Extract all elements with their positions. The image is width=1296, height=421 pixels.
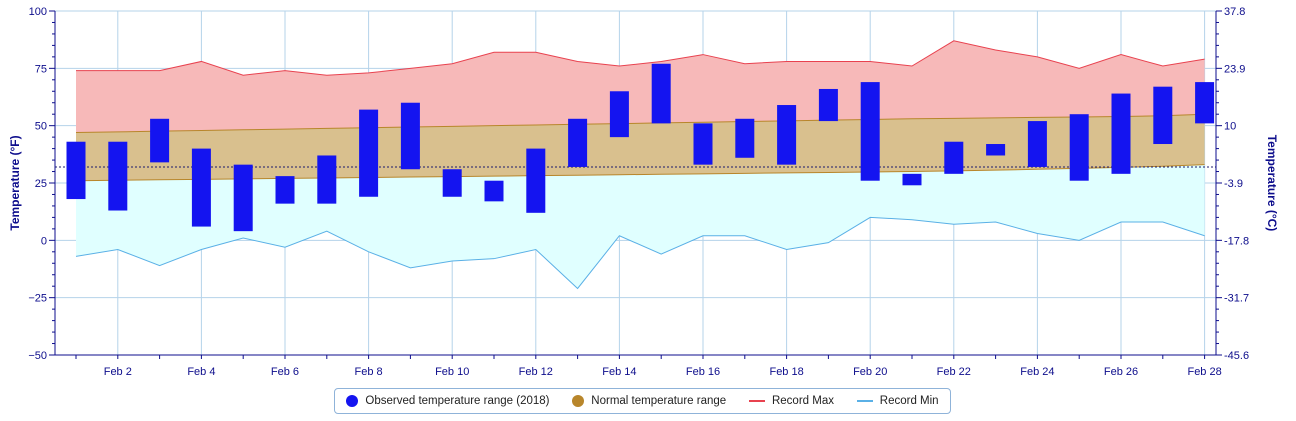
y-tick-label: 75: [35, 63, 47, 75]
observed-range-dot-icon: [346, 395, 359, 407]
legend-item-record-min[interactable]: Record Min: [856, 395, 939, 407]
record-max-line-icon: [748, 400, 765, 402]
x-tick-label: Feb 20: [853, 366, 887, 378]
observed-range-bar: [233, 164, 253, 232]
legend-label-observed: Observed temperature range (2018): [365, 395, 550, 407]
y2-tick-label: 10: [1224, 121, 1236, 133]
observed-range-bar: [651, 63, 671, 124]
legend-item-record-max[interactable]: Record Max: [748, 395, 834, 407]
x-tick-label: Feb 14: [602, 366, 636, 378]
x-tick-label: Feb 6: [271, 366, 299, 378]
x-tick-label: Feb 28: [1187, 366, 1221, 378]
observed-range-bar: [1027, 121, 1047, 167]
observed-range-bar: [777, 105, 797, 165]
y-tick-label: 50: [35, 121, 47, 133]
y2-tick-label: -31.7: [1224, 293, 1249, 305]
y-tick-label: −50: [28, 350, 47, 362]
observed-range-bar: [150, 118, 170, 163]
legend-item-observed[interactable]: Observed temperature range (2018): [346, 395, 550, 407]
y-tick-label: 100: [29, 6, 47, 18]
y2-tick-label: 23.9: [1224, 63, 1245, 75]
observed-range-bar: [944, 141, 964, 174]
observed-range-bar: [108, 141, 128, 211]
observed-range-bar: [359, 109, 379, 197]
observed-range-bar: [191, 148, 211, 227]
observed-range-bar: [526, 148, 546, 213]
y-axis-title: Temperature (°F): [8, 135, 22, 230]
observed-range-bar: [860, 82, 880, 181]
x-tick-label: Feb 26: [1104, 366, 1138, 378]
normal-range-dot-icon: [572, 395, 585, 407]
x-tick-label: Feb 10: [435, 366, 469, 378]
observed-range-bar: [1153, 86, 1173, 145]
y-tick-label: −25: [28, 293, 47, 305]
normal-high-line: [75, 113, 1205, 134]
observed-range-bar: [400, 102, 420, 170]
observed-range-bar: [986, 144, 1006, 156]
legend-label-record-max: Record Max: [771, 395, 834, 407]
record-min-line: [75, 216, 1205, 290]
observed-range-bar: [275, 176, 295, 204]
y-tick-label: 0: [41, 235, 47, 247]
x-tick-label: Feb 22: [937, 366, 971, 378]
x-tick-label: Feb 2: [104, 366, 132, 378]
legend-label-normal: Normal temperature range: [591, 395, 727, 407]
observed-range-bar: [902, 173, 922, 186]
observed-range-bar: [818, 88, 838, 122]
normal-range-band: [76, 114, 1205, 181]
x-tick-label: Feb 4: [187, 366, 215, 378]
observed-range-bar: [568, 118, 588, 167]
y2-tick-label: -45.6: [1224, 350, 1249, 362]
observed-range-bar: [693, 123, 713, 165]
y2-tick-label: -3.9: [1224, 178, 1243, 190]
observed-range-bar: [442, 169, 462, 197]
x-tick-label: Feb 16: [686, 366, 720, 378]
legend-item-normal[interactable]: Normal temperature range: [572, 395, 726, 407]
observed-range-bar: [484, 180, 504, 202]
observed-range-bar: [1111, 93, 1131, 174]
observed-range-bar: [317, 155, 337, 204]
observed-range-bar: [66, 141, 86, 200]
x-tick-label: Feb 24: [1020, 366, 1054, 378]
record-max-line: [76, 40, 1205, 76]
record-max-band: [76, 40, 1205, 133]
normal-low-line: [75, 164, 1205, 182]
observed-range-bar: [1195, 82, 1215, 124]
legend-label-record-min: Record Min: [879, 395, 939, 407]
chart-legend: Observed temperature range (2018) Normal…: [334, 388, 951, 414]
y2-axis-title: Temperature (°C): [1265, 135, 1279, 232]
y-tick-label: 25: [35, 178, 47, 190]
observed-range-bar: [735, 118, 755, 158]
x-tick-label: Feb 8: [355, 366, 383, 378]
temperature-chart: 100 37.8 75 23.9 50 10 25 -3.9 0 -17.8 −25 -31.7 −50…: [8, 6, 1279, 378]
record-min-band: [76, 164, 1205, 289]
x-tick-label: Feb 12: [519, 366, 553, 378]
y2-tick-label: -17.8: [1224, 235, 1249, 247]
y2-tick-label: 37.8: [1224, 6, 1245, 18]
record-min-line-icon: [856, 400, 873, 402]
x-tick-label: Feb 18: [769, 366, 803, 378]
observed-range-bar: [1069, 114, 1089, 181]
observed-range-bar: [609, 91, 629, 138]
